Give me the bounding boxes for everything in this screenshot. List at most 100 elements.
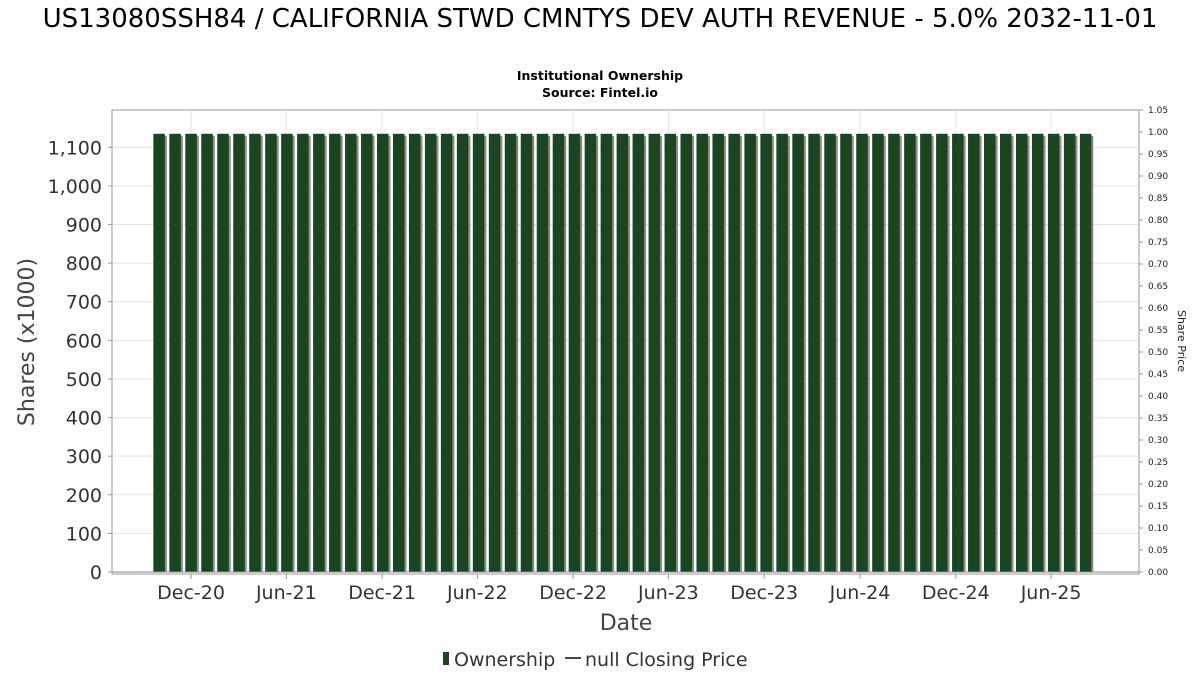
y-tick-label: 200 <box>66 485 102 507</box>
bar-ownership <box>376 133 389 572</box>
x-axis: Dec-20 Jun-21 Dec-21 Jun-22 Dec-22 Jun-23 Dec-… <box>157 574 1081 604</box>
y2-axis-label: Share Price <box>1175 310 1188 372</box>
bar-ownership <box>1063 133 1076 572</box>
bar-ownership <box>185 133 197 572</box>
bar-ownership <box>233 133 245 572</box>
y2-tick-label: 0.45 <box>1148 370 1168 380</box>
bar-ownership <box>361 133 373 572</box>
bar-ownership <box>984 133 996 572</box>
y2-tick-label: 0.00 <box>1148 568 1168 578</box>
bar-ownership <box>345 133 357 572</box>
y-tick-label: 0 <box>90 562 102 584</box>
y-tick-label: 1,000 <box>48 176 102 198</box>
bar-ownership <box>808 133 820 572</box>
y2-tick-label: 0.05 <box>1148 546 1168 556</box>
y2-tick-label: 0.70 <box>1148 260 1168 270</box>
bar-ownership <box>584 133 597 572</box>
bar-ownership <box>536 133 549 572</box>
bar-ownership <box>329 133 341 572</box>
bar-series-ownership <box>112 133 1139 573</box>
bar-ownership <box>792 133 804 572</box>
bar-ownership <box>904 133 916 572</box>
y2-tick-label: 0.80 <box>1148 216 1168 226</box>
x-tick-label: Dec-20 <box>157 582 225 604</box>
y2-tick-label: 0.90 <box>1148 172 1168 182</box>
bar-ownership <box>1047 133 1060 572</box>
bar-ownership <box>776 133 788 572</box>
y2-tick-label: 0.25 <box>1148 458 1168 468</box>
bar-ownership <box>1015 133 1028 572</box>
bar-ownership <box>201 133 213 572</box>
x-tick-label: Dec-24 <box>922 582 990 604</box>
y-tick-label: 800 <box>66 253 102 275</box>
y2-tick-label: 0.35 <box>1148 414 1168 424</box>
bar-ownership <box>169 133 181 572</box>
bar-ownership <box>488 133 501 572</box>
x-tick-label: Jun-23 <box>637 582 699 604</box>
bar-ownership <box>616 133 629 572</box>
bar-ownership <box>456 133 469 572</box>
left-y-axis: 0 100 200 300 400 500 600 700 800 900 1,000 1,100 <box>48 137 112 584</box>
bar-ownership <box>696 133 708 572</box>
y-tick-label: 300 <box>66 446 102 468</box>
bar-ownership <box>1079 133 1092 572</box>
bar-ownership <box>872 133 884 572</box>
chart-subtitle-source: Source: Fintel.io <box>542 85 658 100</box>
bar-ownership <box>824 133 836 572</box>
y2-tick-label: 1.00 <box>1148 128 1168 138</box>
bar-ownership <box>952 133 964 572</box>
bar-ownership <box>568 133 581 572</box>
y2-tick-label: 0.20 <box>1148 480 1168 490</box>
y2-tick-label: 0.15 <box>1148 502 1168 512</box>
y-tick-label: 400 <box>66 408 102 430</box>
x-tick-label: Jun-24 <box>829 582 891 604</box>
y2-tick-label: 0.95 <box>1148 150 1168 160</box>
chart-subtitle-ownership: Institutional Ownership <box>516 68 684 83</box>
legend-label-closing-price: null Closing Price <box>585 649 748 671</box>
bar-ownership <box>217 133 229 572</box>
bar-ownership <box>440 133 453 572</box>
y2-tick-label: 0.65 <box>1148 282 1168 292</box>
chart-title: US13080SSH84 / CALIFORNIA STWD CMNTYS DE… <box>42 4 1158 34</box>
bar-ownership <box>552 133 565 572</box>
x-tick-label: Dec-21 <box>348 582 416 604</box>
bar-ownership <box>392 133 405 572</box>
y2-tick-label: 0.10 <box>1148 524 1168 534</box>
y-tick-label: 600 <box>66 330 102 352</box>
bar-ownership <box>504 133 517 572</box>
bar-ownership <box>936 133 948 572</box>
y-tick-label: 500 <box>66 369 102 391</box>
bar-ownership <box>600 133 613 572</box>
y2-tick-label: 0.75 <box>1148 238 1168 248</box>
bar-ownership <box>840 133 852 572</box>
y2-tick-label: 1.05 <box>1148 106 1168 116</box>
y-tick-label: 900 <box>66 215 102 237</box>
bar-ownership <box>680 133 693 572</box>
bar-ownership <box>297 133 309 572</box>
x-tick-label: Dec-22 <box>539 582 607 604</box>
legend: Ownership null Closing Price <box>443 649 748 671</box>
x-tick-label: Jun-21 <box>255 582 317 604</box>
x-axis-label: Date <box>600 611 653 636</box>
bar-ownership <box>999 133 1012 572</box>
plot-frame <box>111 109 1140 575</box>
bar-ownership <box>281 133 293 572</box>
bar-ownership <box>520 133 533 572</box>
bar-ownership <box>265 133 277 572</box>
y2-tick-label: 0.55 <box>1148 326 1168 336</box>
legend-swatch-ownership <box>443 652 449 665</box>
y-tick-label: 100 <box>66 523 102 545</box>
bar-ownership <box>968 133 980 572</box>
bar-ownership <box>408 133 421 572</box>
bar-ownership <box>424 133 437 572</box>
bar-ownership <box>249 133 261 572</box>
bar-ownership <box>888 133 900 572</box>
bar-ownership <box>648 133 661 572</box>
bar-ownership <box>632 133 645 572</box>
bar-ownership <box>744 133 756 572</box>
y-axis-label: Shares (x1000) <box>15 258 40 426</box>
x-tick-label: Dec-23 <box>730 582 798 604</box>
y2-tick-label: 0.30 <box>1148 436 1168 446</box>
bar-ownership <box>1031 133 1044 572</box>
